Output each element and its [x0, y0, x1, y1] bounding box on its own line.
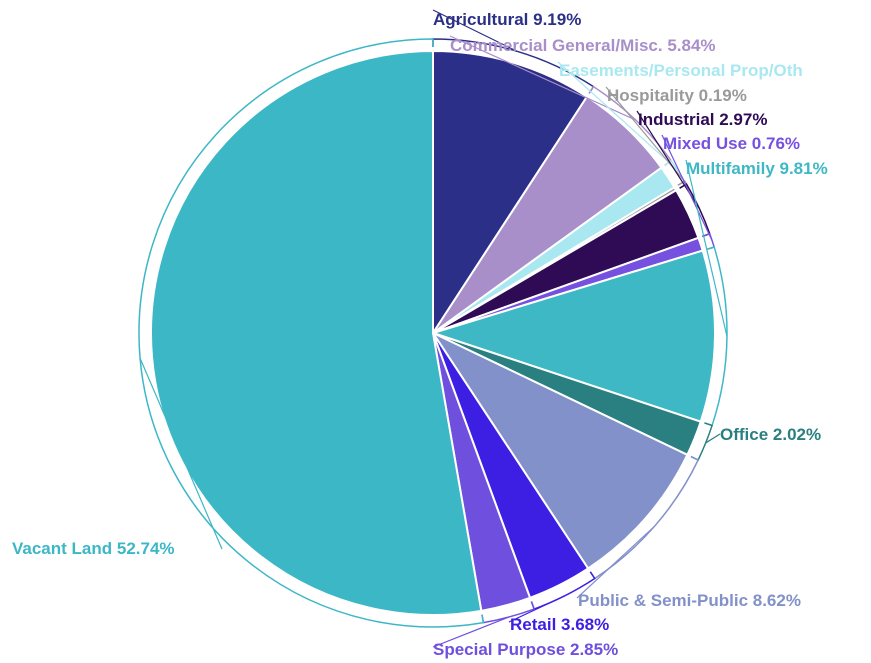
leader-multifamily: [685, 159, 728, 337]
slice-multifamily: [429, 249, 716, 423]
label-mixed-use: Mixed Use 0.76%: [663, 134, 800, 153]
slice-public-semi-public: [430, 330, 689, 570]
label-vacant-land: Vacant Land 52.74%: [12, 539, 175, 558]
leader-special-purpose: [432, 616, 510, 648]
label-retail: Retail 3.68%: [510, 615, 609, 634]
leader-retail: [508, 594, 566, 623]
label-agricultural: Agricultural 9.19%: [433, 10, 581, 29]
slice-labels: Agricultural 9.19% Commercial General/Mi…: [12, 10, 828, 659]
leader-public-semi-public: [576, 525, 655, 599]
pie-slices: [150, 49, 716, 616]
label-commercial: Commercial General/Misc. 5.84%: [450, 36, 716, 55]
label-easements: Easements/Personal Prop/Oth: [559, 61, 803, 80]
slice-agricultural: [432, 49, 589, 337]
label-office: Office 2.02%: [720, 425, 821, 444]
leader-agricultural: [432, 9, 517, 52]
pie-annotations: [138, 9, 728, 648]
label-industrial: Industrial 2.97%: [638, 110, 767, 129]
slice-vacant-land: [150, 49, 483, 616]
leader-easements-personal-prop-oth: [557, 61, 679, 172]
label-multifamily: Multifamily 9.81%: [686, 159, 828, 178]
leader-mixed-use: [661, 134, 713, 241]
leader-vacant-land: [139, 358, 223, 550]
label-hospitality: Hospitality 0.19%: [607, 86, 747, 105]
label-special-purpose: Special Purpose 2.85%: [433, 640, 618, 659]
leader-commercial-general-misc: [449, 35, 636, 121]
label-public: Public & Semi-Public 8.62%: [578, 591, 801, 610]
leader-office: [705, 433, 721, 444]
